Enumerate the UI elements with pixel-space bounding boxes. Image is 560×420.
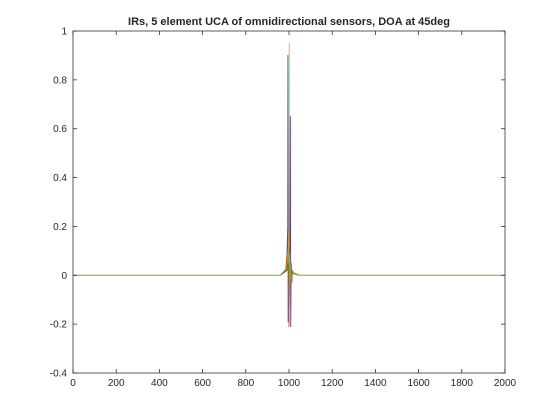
y-tick-label: 0.4 bbox=[53, 173, 67, 184]
x-tick-label: 1200 bbox=[321, 378, 344, 389]
chart-title: IRs, 5 element UCA of omnidirectional se… bbox=[128, 16, 450, 28]
y-tick-label: 0 bbox=[61, 271, 67, 282]
x-tick-label: 0 bbox=[70, 378, 76, 389]
x-tick-label: 1600 bbox=[407, 378, 430, 389]
y-tick-label: 0.2 bbox=[53, 222, 67, 233]
ticks: 0 200 400 600 800 1000 1200 1400 1600 1800 2000 -0.… bbox=[50, 27, 517, 390]
x-tick-label: 2000 bbox=[494, 378, 517, 389]
x-tick-label: 800 bbox=[237, 378, 254, 389]
x-tick-label: 200 bbox=[108, 378, 125, 389]
y-tick-label: 0.8 bbox=[53, 75, 67, 86]
x-tick-label: 600 bbox=[194, 378, 211, 389]
y-tick-label: 0.6 bbox=[53, 124, 67, 135]
y-tick-label: 1 bbox=[61, 27, 67, 38]
series-line-5 bbox=[280, 245, 300, 296]
x-tick-label: 1800 bbox=[451, 378, 474, 389]
y-tick-label: -0.2 bbox=[50, 320, 68, 331]
x-tick-label: 1400 bbox=[364, 378, 387, 389]
x-tick-label: 1000 bbox=[278, 378, 301, 389]
x-tick-label: 400 bbox=[151, 378, 168, 389]
y-tick-label: -0.4 bbox=[50, 369, 68, 380]
series-layer bbox=[280, 42, 300, 328]
